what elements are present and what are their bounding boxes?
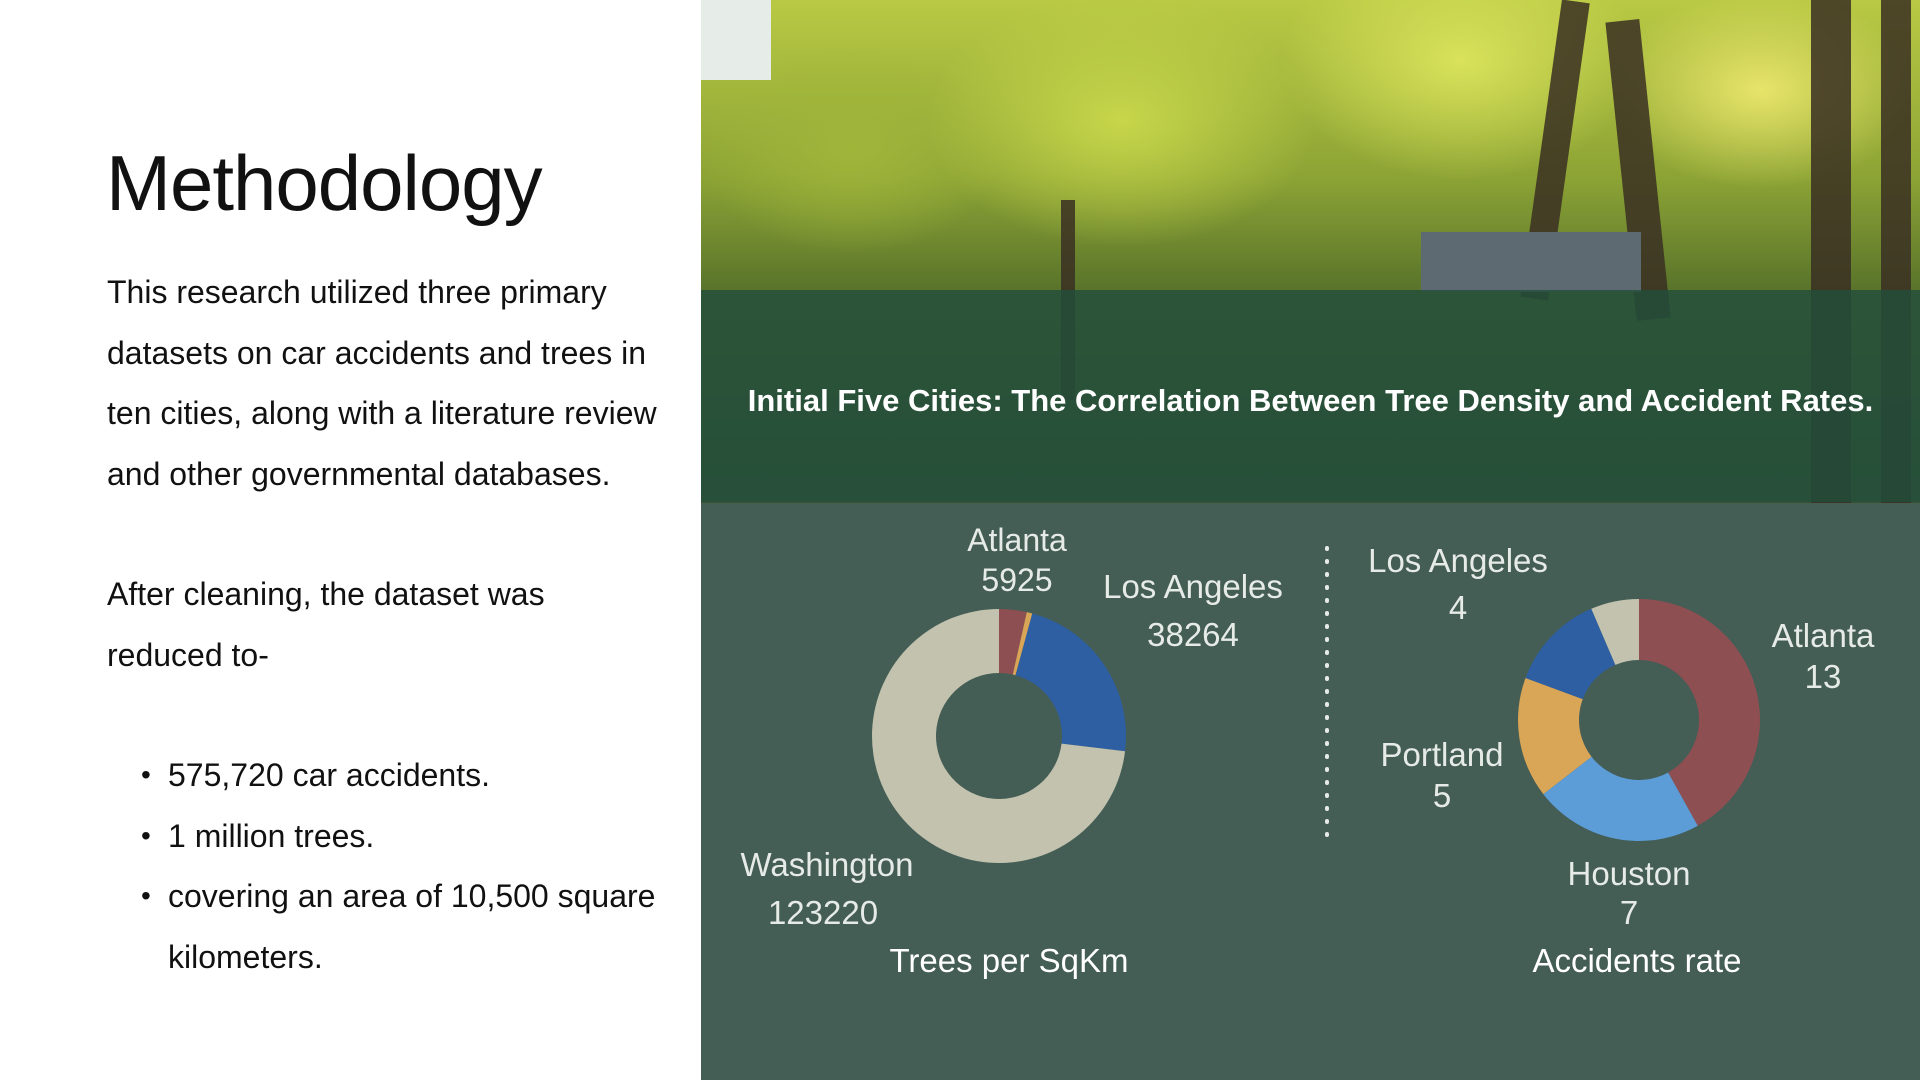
value-atlanta-trees: 5925 (981, 562, 1052, 598)
text-panel: Methodology This research utilized three… (0, 0, 701, 1080)
value-losangeles-trees: 38264 (1147, 616, 1239, 653)
accidents-caption: Accidents rate (1532, 942, 1741, 979)
label-atlanta-accidents: Atlanta (1772, 617, 1875, 654)
value-houston-accidents: 7 (1620, 894, 1638, 931)
donut-slice-atlanta (999, 609, 1027, 675)
accidents-donut (1518, 599, 1760, 841)
donut-slice-los-angeles (1525, 608, 1616, 700)
slide-title: Methodology (106, 139, 543, 227)
label-losangeles-trees: Los Angeles (1103, 568, 1283, 605)
label-portland-accidents: Portland (1381, 736, 1504, 773)
title-banner (701, 290, 1920, 502)
donut-slice-washington (1591, 599, 1639, 665)
donut-slice-portland (1518, 677, 1592, 795)
list-item: 575,720 car accidents. (141, 745, 667, 806)
list-item: 1 million trees. (141, 806, 667, 867)
value-losangeles-accidents: 4 (1449, 589, 1467, 626)
cleaning-paragraph: After cleaning, the dataset was reduced … (107, 576, 545, 673)
value-atlanta-accidents: 13 (1805, 658, 1842, 695)
chart-title: Initial Five Cities: The Correlation Bet… (747, 383, 1874, 418)
donut-slice-atlanta (1639, 599, 1760, 826)
stats-list: 575,720 car accidents. 1 million trees. … (107, 745, 667, 987)
slide-body: This research utilized three primary dat… (107, 262, 667, 987)
list-item: covering an area of 10,500 square kilome… (141, 866, 667, 987)
value-washington-trees: 123220 (768, 894, 878, 931)
chart-panel: Initial Five Cities: The Correlation Bet… (701, 0, 1920, 1080)
label-losangeles-accidents: Los Angeles (1368, 542, 1548, 579)
donut-slice-los-angeles (1015, 613, 1126, 752)
charts-svg: Atlanta 5925 Los Angeles 38264 Washingto… (740, 522, 1875, 979)
label-houston-accidents: Houston (1568, 855, 1691, 892)
label-atlanta-trees: Atlanta (967, 522, 1067, 558)
value-portland-accidents: 5 (1433, 777, 1451, 814)
intro-paragraph: This research utilized three primary dat… (107, 274, 657, 492)
trees-donut (872, 609, 1126, 864)
donut-slice-washington (872, 609, 1126, 864)
trees-caption: Trees per SqKm (889, 942, 1128, 979)
donut-slice-portland (1012, 612, 1033, 676)
donut-slice-houston (1543, 756, 1698, 841)
label-washington-trees: Washington (740, 846, 913, 883)
